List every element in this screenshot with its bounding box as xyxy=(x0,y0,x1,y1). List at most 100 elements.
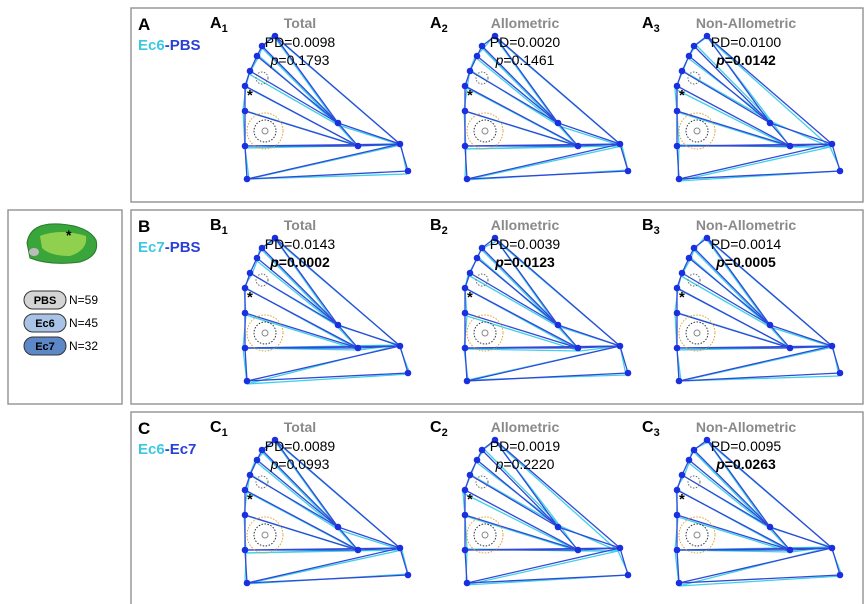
landmark xyxy=(241,486,249,494)
asterisk: * xyxy=(679,87,685,104)
ring xyxy=(678,112,716,150)
landmark xyxy=(334,523,342,531)
landmark xyxy=(690,42,698,50)
landmark xyxy=(491,234,499,242)
landmark xyxy=(241,82,249,90)
p-number: =0.0142 xyxy=(725,52,776,68)
method-title: Non-Allometric xyxy=(696,15,797,31)
landmark xyxy=(554,523,562,531)
wire-cyan xyxy=(494,440,619,552)
panel-letter: A xyxy=(138,15,150,34)
wire-blue xyxy=(678,170,841,180)
wireframe xyxy=(461,32,632,183)
landmark xyxy=(673,107,681,115)
wire-cyan xyxy=(558,125,578,147)
wire-blue xyxy=(246,547,401,584)
landmark xyxy=(354,344,362,352)
wire-blue xyxy=(688,257,771,326)
landmark xyxy=(246,269,254,277)
group-second: PBS xyxy=(170,37,201,54)
wire-cyan xyxy=(688,462,769,528)
wire-blue xyxy=(337,526,359,551)
landmark xyxy=(675,175,683,183)
landmark xyxy=(678,269,686,277)
wire-blue xyxy=(337,526,401,549)
wire-blue xyxy=(706,237,771,326)
wire-blue xyxy=(619,143,629,172)
legend-n: N=59 xyxy=(69,293,98,307)
ring xyxy=(685,119,709,143)
ring xyxy=(481,329,489,337)
wire-blue xyxy=(676,110,791,147)
wire-blue xyxy=(246,170,409,180)
ring xyxy=(253,523,277,547)
wire-blue xyxy=(469,70,559,124)
p-symbol: p xyxy=(269,254,279,270)
landmark xyxy=(334,321,342,329)
landmark xyxy=(271,436,279,444)
landmark xyxy=(673,309,681,317)
legend-pill xyxy=(23,313,67,333)
group-label: Ec7-PBS xyxy=(138,239,201,256)
group-first: Ec7 xyxy=(138,239,165,256)
sub-panel-label: A2 xyxy=(430,15,448,35)
wire-cyan xyxy=(254,460,340,531)
ring xyxy=(255,475,269,489)
legend-n: N=45 xyxy=(69,316,98,330)
ring xyxy=(693,329,701,337)
landmark xyxy=(253,52,261,60)
landmark xyxy=(554,321,562,329)
landmark xyxy=(703,234,711,242)
landmark xyxy=(461,107,469,115)
group-sep: - xyxy=(165,441,170,458)
asterisk: * xyxy=(679,289,685,306)
wire-blue xyxy=(831,143,841,172)
landmark xyxy=(624,369,632,377)
wire-blue xyxy=(494,237,559,326)
ring xyxy=(261,531,269,539)
wireframe xyxy=(673,32,844,183)
wire-blue xyxy=(246,143,401,180)
pd-value: PD=0.0020 xyxy=(490,34,561,50)
wire-blue xyxy=(466,345,621,382)
legend-label: PBS xyxy=(34,295,57,307)
landmark xyxy=(690,446,698,454)
landmark xyxy=(246,67,254,75)
ring xyxy=(687,273,701,287)
ring xyxy=(693,127,701,135)
group-second: PBS xyxy=(170,239,201,256)
p-number: =0.2220 xyxy=(503,456,554,472)
wire-cyan xyxy=(256,260,337,326)
landmark xyxy=(271,32,279,40)
wireframe xyxy=(241,234,412,385)
wire-blue xyxy=(769,122,833,145)
ring xyxy=(466,314,504,352)
pd-value: PD=0.0089 xyxy=(265,438,336,454)
landmark xyxy=(685,254,693,262)
ring xyxy=(246,112,284,150)
landmark xyxy=(241,511,249,519)
wire-blue xyxy=(464,110,579,147)
pd-value: PD=0.0143 xyxy=(265,236,336,252)
landmark xyxy=(766,321,774,329)
landmark xyxy=(786,344,794,352)
landmark xyxy=(404,571,412,579)
wire-blue xyxy=(676,85,791,147)
wire-blue xyxy=(769,122,791,147)
wire-cyan xyxy=(273,439,340,531)
wire-blue xyxy=(557,324,621,347)
wire-blue xyxy=(274,439,401,549)
landmark xyxy=(624,167,632,175)
sub-letter: B xyxy=(642,217,654,234)
sub-letter: B xyxy=(430,217,442,234)
sub-index: 3 xyxy=(654,23,660,35)
wire-cyan xyxy=(706,36,831,148)
wire-blue xyxy=(494,439,621,549)
method-title: Allometric xyxy=(491,15,560,31)
wire-blue xyxy=(676,549,680,584)
p-symbol: p xyxy=(715,254,725,270)
wire-blue xyxy=(681,70,771,124)
sub-panel-label: B1 xyxy=(210,217,228,237)
wire-blue xyxy=(337,324,401,347)
